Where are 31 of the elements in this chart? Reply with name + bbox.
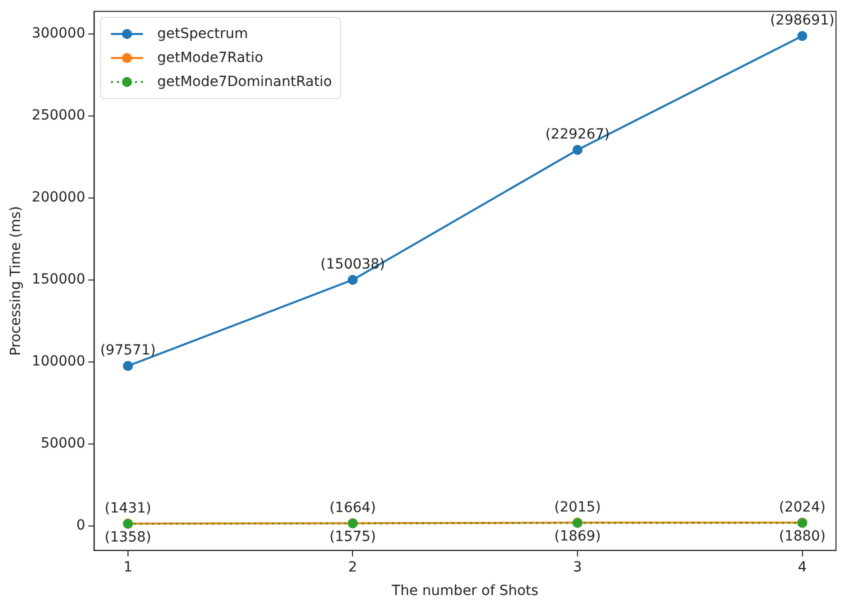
x-tick-label: 4 [798,559,807,576]
data-label: (229267) [545,126,610,143]
y-tick-label: 150000 [32,272,86,288]
legend-label: getMode7DominantRatio [157,74,332,90]
data-label: (1880) [779,528,826,545]
x-tick-label: 1 [124,559,132,576]
y-tick-label: 250000 [32,108,86,124]
y-tick-label: 300000 [32,26,86,42]
legend-label: getSpectrum [157,26,248,42]
data-label: (1431) [104,500,152,516]
data-label: (1358) [104,529,152,546]
point [122,360,133,371]
y-tick-label: 200000 [32,190,86,206]
point [572,144,583,155]
x-tick-label: 2 [348,559,358,576]
data-label: (2015) [554,499,601,516]
point [348,274,358,285]
x-tick-label: 3 [573,559,582,576]
data-label: (1575) [329,529,376,546]
y-tick-label: 50000 [40,436,86,452]
y-axis-title: Processing Time (ms) [8,206,24,356]
data-label: (298691) [770,12,834,29]
legend-label: getMode7Ratio [157,50,264,66]
data-label: (1664) [329,500,376,516]
y-tick-label: 0 [76,518,86,534]
data-label: (1869) [554,528,601,545]
x-axis-title: The number of Shots [390,583,538,600]
y-tick-label: 100000 [32,354,86,370]
data-label: (2024) [779,499,826,516]
data-label: (97571) [100,342,156,359]
point [797,31,808,42]
